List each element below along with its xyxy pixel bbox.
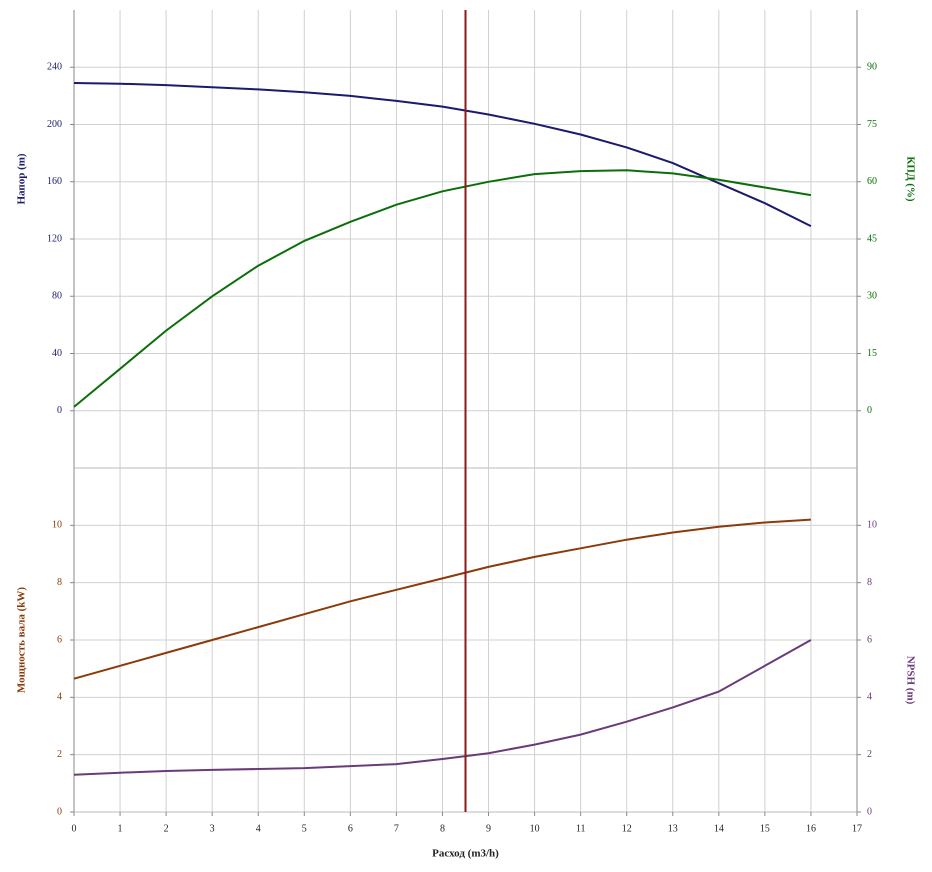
x-tick-label: 15: [760, 823, 770, 834]
x-tick-label: 4: [256, 823, 261, 834]
y2-tick-label: 30: [867, 291, 877, 302]
y-tick-label: 160: [47, 176, 62, 187]
y-tick-label: 0: [57, 405, 62, 416]
y2-tick-label: 75: [867, 119, 877, 130]
y-tick-label: 120: [47, 233, 62, 244]
x-tick-label: 16: [806, 823, 816, 834]
y-tick-label: 4: [57, 692, 62, 703]
x-tick-label: 8: [440, 823, 445, 834]
y2-tick-label: 90: [867, 62, 877, 73]
line-series: [73, 169, 812, 408]
x-tick-label: 9: [486, 823, 491, 834]
y-axis-label: Напор (m): [16, 153, 28, 204]
y2-tick-label: 6: [867, 634, 872, 645]
x-tick-label: 7: [394, 823, 399, 834]
y2-axis-label: NPSH (m): [904, 656, 916, 705]
y-tick-label: 200: [47, 119, 62, 130]
x-tick-label: 6: [348, 823, 353, 834]
x-tick-label: 11: [576, 823, 586, 834]
y2-tick-label: 8: [867, 577, 872, 588]
x-tick-label: 5: [302, 823, 307, 834]
x-tick-label: 10: [530, 823, 540, 834]
x-tick-label: 2: [164, 823, 169, 834]
line-series: [73, 518, 811, 680]
y2-tick-label: 2: [867, 749, 872, 760]
y-tick-label: 6: [57, 634, 62, 645]
y2-tick-label: 0: [867, 405, 872, 416]
y-tick-label: 240: [47, 62, 62, 73]
line-series: [73, 82, 812, 227]
x-tick-label: 3: [210, 823, 215, 834]
y2-tick-label: 45: [867, 233, 877, 244]
line-series: [73, 639, 812, 776]
y-tick-label: 10: [52, 520, 62, 531]
x-tick-label: 0: [72, 823, 77, 834]
x-tick-label: 12: [622, 823, 632, 834]
y2-tick-label: 60: [867, 176, 877, 187]
y-tick-label: 2: [57, 749, 62, 760]
y-tick-label: 0: [57, 806, 62, 817]
y-tick-label: 40: [52, 348, 62, 359]
x-axis-label: Расход (m3/h): [432, 848, 499, 860]
y-tick-label: 8: [57, 577, 62, 588]
y2-tick-label: 10: [867, 520, 877, 531]
y-tick-label: 80: [52, 291, 62, 302]
x-tick-label: 13: [668, 823, 678, 834]
x-tick-label: 14: [714, 823, 724, 834]
x-tick-label: 1: [118, 823, 123, 834]
y2-tick-label: 15: [867, 348, 877, 359]
x-tick-label: 17: [852, 823, 862, 834]
y2-axis-label: КПД (%): [904, 156, 916, 202]
y2-tick-label: 0: [867, 806, 872, 817]
y2-tick-label: 4: [867, 692, 872, 703]
y-axis-label: Мощность вала (kW): [16, 587, 28, 693]
